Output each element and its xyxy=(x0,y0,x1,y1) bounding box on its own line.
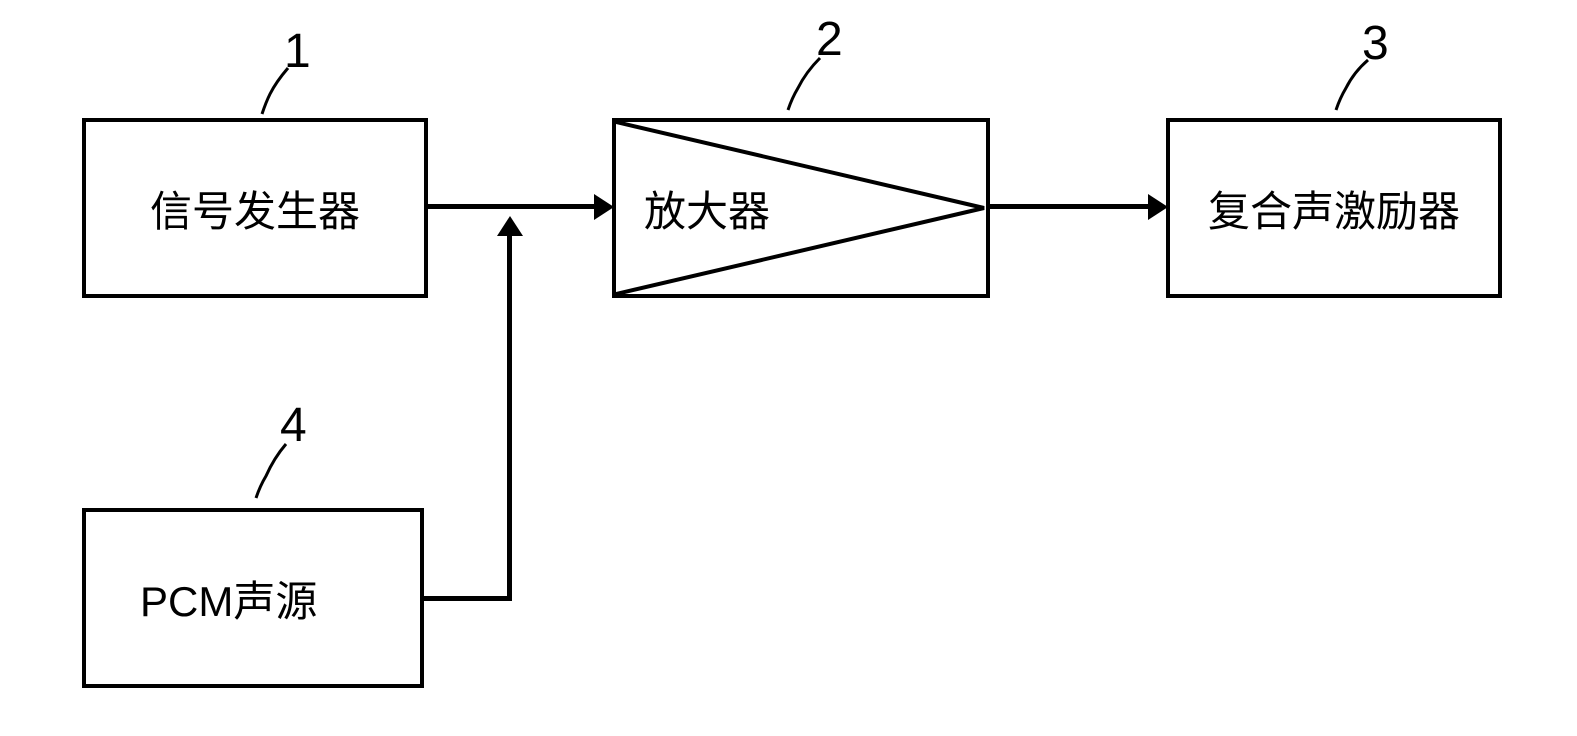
arrow-head-icon xyxy=(1148,194,1168,220)
block-amplifier: 放大器 xyxy=(612,118,990,298)
block-pcm-source: PCM声源 xyxy=(82,508,424,688)
arrow-head-icon xyxy=(497,216,523,236)
arrow-2-to-3 xyxy=(990,204,1150,209)
arrow-1-to-2 xyxy=(428,204,596,209)
leader-line-2 xyxy=(782,54,828,116)
arrow-head-icon xyxy=(594,194,614,220)
leader-line-4 xyxy=(250,440,294,504)
block-exciter: 复合声激励器 xyxy=(1166,118,1502,298)
block-signal-generator: 信号发生器 xyxy=(82,118,428,298)
arrow-4-to-2-horiz xyxy=(424,596,512,601)
leader-line-1 xyxy=(256,62,298,120)
block-label: 信号发生器 xyxy=(150,178,360,239)
block-label: 放大器 xyxy=(644,178,770,239)
block-label: 复合声激励器 xyxy=(1208,178,1460,239)
arrow-4-to-2-vert xyxy=(507,234,512,601)
leader-line-3 xyxy=(1330,56,1376,116)
block-label: PCM声源 xyxy=(140,568,317,629)
